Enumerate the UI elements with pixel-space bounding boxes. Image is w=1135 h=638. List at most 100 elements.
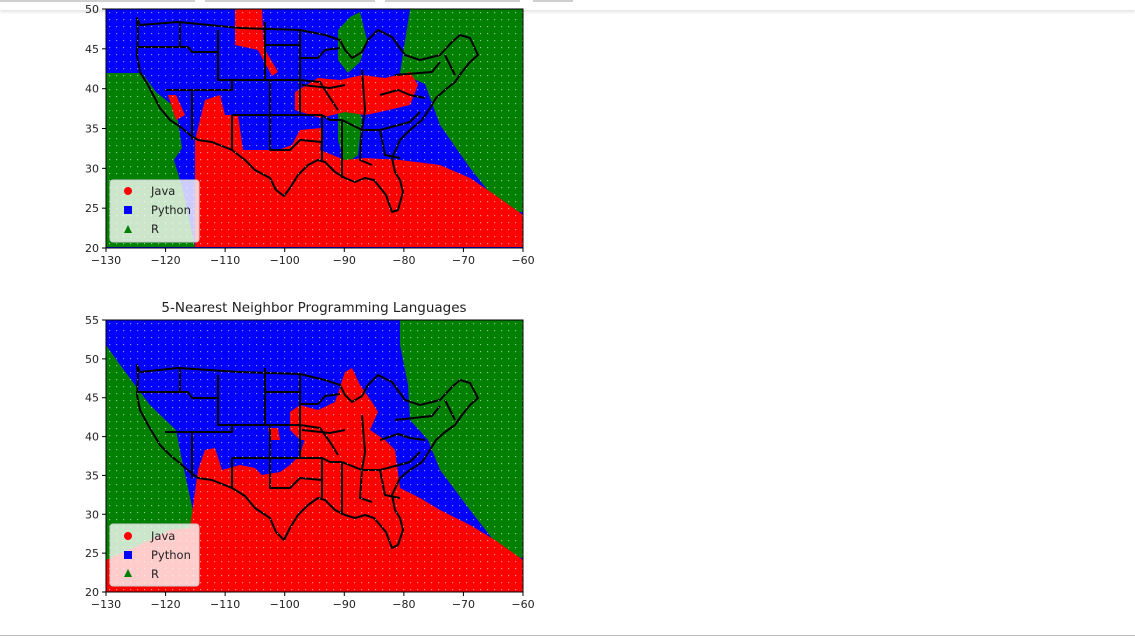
grid-marker (389, 512, 391, 514)
grid-marker (312, 215, 314, 217)
grid-marker (410, 526, 412, 528)
grid-marker (354, 519, 356, 521)
grid-marker (228, 526, 230, 528)
grid-marker (354, 201, 356, 203)
grid-marker (221, 124, 223, 126)
grid-marker (137, 40, 139, 42)
grid-marker (186, 243, 188, 245)
grid-marker (417, 75, 419, 77)
grid-marker (424, 323, 426, 325)
grid-marker (298, 547, 300, 549)
grid-marker (361, 82, 363, 84)
chart-1: −130 −120 −110 −100 −90 −80 −70 −60202530354045… (85, 3, 535, 267)
grid-marker (466, 145, 468, 147)
grid-marker (340, 138, 342, 140)
grid-marker (298, 236, 300, 238)
grid-marker (501, 456, 503, 458)
grid-marker (340, 33, 342, 35)
grid-marker (382, 400, 384, 402)
grid-marker (305, 187, 307, 189)
grid-marker (417, 159, 419, 161)
grid-marker (459, 568, 461, 570)
grid-marker (368, 421, 370, 423)
grid-marker (319, 330, 321, 332)
grid-marker (221, 414, 223, 416)
grid-marker (207, 166, 209, 168)
grid-marker (200, 526, 202, 528)
grid-marker (284, 243, 286, 245)
grid-marker (403, 19, 405, 21)
grid-marker (158, 26, 160, 28)
grid-marker (249, 152, 251, 154)
grid-marker (494, 243, 496, 245)
grid-marker (284, 344, 286, 346)
grid-marker (172, 40, 174, 42)
grid-marker (109, 456, 111, 458)
grid-marker (501, 152, 503, 154)
grid-marker (305, 393, 307, 395)
grid-marker (263, 166, 265, 168)
grid-marker (473, 519, 475, 521)
grid-marker (333, 26, 335, 28)
grid-marker (480, 554, 482, 556)
grid-marker (382, 484, 384, 486)
grid-marker (368, 386, 370, 388)
grid-marker (417, 187, 419, 189)
grid-marker (116, 393, 118, 395)
grid-marker (207, 519, 209, 521)
grid-marker (305, 117, 307, 119)
grid-marker (200, 582, 202, 584)
grid-marker (277, 323, 279, 325)
grid-marker (221, 484, 223, 486)
grid-marker (214, 351, 216, 353)
grid-marker (277, 40, 279, 42)
grid-marker (403, 379, 405, 381)
grid-marker (228, 229, 230, 231)
grid-marker (291, 470, 293, 472)
grid-marker (284, 477, 286, 479)
grid-marker (277, 400, 279, 402)
grid-marker (144, 26, 146, 28)
grid-marker (375, 533, 377, 535)
grid-marker (515, 421, 517, 423)
grid-marker (347, 533, 349, 535)
grid-marker (172, 19, 174, 21)
grid-marker (284, 208, 286, 210)
grid-marker (333, 428, 335, 430)
grid-marker (452, 421, 454, 423)
grid-marker (389, 138, 391, 140)
grid-marker (144, 131, 146, 133)
grid-marker (291, 194, 293, 196)
grid-marker (382, 498, 384, 500)
grid-marker (165, 519, 167, 521)
grid-marker (291, 582, 293, 584)
x-tick-label: −70 (452, 598, 475, 611)
grid-marker (123, 386, 125, 388)
grid-marker (459, 229, 461, 231)
grid-marker (361, 96, 363, 98)
grid-marker (410, 491, 412, 493)
grid-marker (172, 386, 174, 388)
grid-marker (487, 540, 489, 542)
grid-marker (473, 428, 475, 430)
grid-marker (263, 236, 265, 238)
grid-marker (340, 103, 342, 105)
grid-marker (277, 449, 279, 451)
grid-marker (235, 421, 237, 423)
grid-marker (277, 582, 279, 584)
grid-marker (298, 449, 300, 451)
grid-marker (242, 236, 244, 238)
grid-marker (312, 180, 314, 182)
grid-marker (144, 407, 146, 409)
grid-marker (214, 159, 216, 161)
grid-marker (242, 372, 244, 374)
grid-marker (438, 89, 440, 91)
grid-marker (452, 82, 454, 84)
grid-marker (123, 138, 125, 140)
grid-marker (284, 554, 286, 556)
grid-marker (109, 131, 111, 133)
grid-marker (249, 96, 251, 98)
grid-marker (186, 82, 188, 84)
grid-marker (305, 442, 307, 444)
grid-marker (319, 407, 321, 409)
